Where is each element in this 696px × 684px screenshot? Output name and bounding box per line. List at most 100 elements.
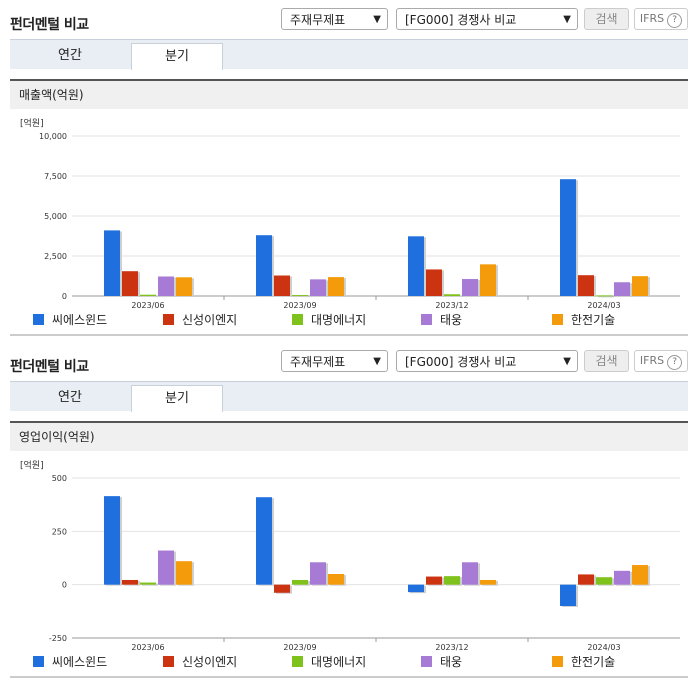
bar[interactable] (614, 282, 630, 296)
legend-label: 대명에너지 (311, 655, 367, 669)
search-button[interactable]: 검색 (584, 8, 629, 30)
bar[interactable] (426, 576, 442, 585)
bar[interactable] (426, 269, 442, 296)
y-tick-label: -250 (49, 634, 67, 643)
bar[interactable] (122, 579, 138, 585)
statement-select[interactable]: 주재무제표 ▼ (281, 8, 388, 30)
bar[interactable] (480, 579, 496, 585)
legend-swatch (33, 656, 44, 667)
compare-select[interactable]: [FG000] 경쟁사 비교 ▼ (396, 350, 578, 372)
bar[interactable] (310, 562, 326, 585)
x-tick-label: 2023/12 (435, 301, 468, 310)
bar[interactable] (274, 584, 290, 593)
chevron-down-icon: ▼ (563, 14, 571, 25)
bar[interactable] (176, 277, 192, 296)
unit-label: [억원] (20, 117, 44, 129)
bar[interactable] (596, 295, 612, 297)
ifrs-button[interactable]: IFRS? (634, 350, 688, 372)
bar[interactable] (292, 579, 308, 585)
x-tick-label: 2023/06 (131, 301, 164, 310)
legend-swatch (552, 656, 563, 667)
bar[interactable] (578, 275, 594, 296)
bar[interactable] (560, 584, 576, 606)
bar[interactable] (560, 179, 576, 296)
legend-swatch (421, 314, 432, 325)
legend-item[interactable]: 대명에너지 (292, 312, 366, 328)
compare-select[interactable]: [FG000] 경쟁사 비교 ▼ (396, 8, 578, 30)
bar-shadow (446, 295, 462, 297)
revenue-chart: [억원] 0 2,500 5,000 7,500 10,000 2023/06 2023/09… (20, 117, 680, 310)
tab-annual[interactable]: 연간 (58, 390, 82, 405)
legend-item[interactable]: 태웅 (421, 312, 462, 328)
help-icon[interactable]: ? (667, 13, 683, 28)
bar[interactable] (408, 584, 424, 593)
bar[interactable] (122, 271, 138, 296)
legend-swatch (292, 314, 303, 325)
search-button[interactable]: 검색 (584, 350, 629, 372)
legend-item[interactable]: 대명에너지 (292, 654, 366, 670)
legend-item[interactable]: 한전기술 (552, 312, 615, 328)
legend-item[interactable]: 신성이엔지 (163, 654, 237, 670)
bar[interactable] (140, 582, 156, 585)
legend-item[interactable]: 씨에스윈드 (33, 312, 107, 328)
bar-shadow (598, 296, 614, 298)
bar[interactable] (328, 574, 344, 585)
bar[interactable] (140, 294, 156, 296)
x-tick-label: 2023/06 (131, 643, 164, 652)
tab-bar: 연간 분기 (10, 381, 688, 412)
tab-quarterly[interactable]: 분기 (131, 43, 223, 70)
bar[interactable] (596, 577, 612, 585)
bar[interactable] (104, 230, 120, 296)
panel-revenue: 펀더멘털 비교 주재무제표 ▼ [FG000] 경쟁사 비교 ▼ 검색 IFRS… (10, 8, 688, 336)
chart-subtitle: 매출액(억원) (10, 79, 688, 109)
legend-swatch (552, 314, 563, 325)
bar[interactable] (632, 276, 648, 296)
tab-annual[interactable]: 연간 (58, 48, 82, 63)
bar[interactable] (292, 295, 308, 297)
bar[interactable] (462, 279, 478, 296)
bar[interactable] (158, 550, 174, 585)
legend-item[interactable]: 씨에스윈드 (33, 654, 107, 670)
legend-swatch (163, 656, 174, 667)
legend-swatch (163, 314, 174, 325)
x-tick-label: 2023/12 (435, 643, 468, 652)
help-icon[interactable]: ? (667, 355, 683, 370)
statement-select[interactable]: 주재무제표 ▼ (281, 350, 388, 372)
operating-profit-chart: [억원] -250 0 250 500 2023/06 2023/09 2023/12 2024… (20, 459, 680, 652)
bar[interactable] (256, 497, 272, 585)
legend-item[interactable]: 한전기술 (552, 654, 615, 670)
y-tick-label: 7,500 (44, 172, 67, 181)
tab-quarterly[interactable]: 분기 (131, 385, 223, 412)
bar-shadow (142, 295, 158, 297)
legend: 씨에스윈드 신성이엔지 대명에너지 태웅 한전기술 (0, 654, 696, 670)
legend-label: 씨에스윈드 (52, 313, 108, 327)
legend-label: 씨에스윈드 (52, 655, 108, 669)
ifrs-label: IFRS (639, 12, 665, 25)
bar[interactable] (328, 277, 344, 296)
divider (10, 676, 688, 678)
ifrs-button[interactable]: IFRS? (634, 8, 688, 30)
bar[interactable] (462, 562, 478, 585)
legend-label: 대명에너지 (311, 313, 367, 327)
chart-subtitle: 영업이익(억원) (10, 421, 688, 451)
bar[interactable] (444, 294, 460, 296)
bar[interactable] (274, 275, 290, 296)
chevron-down-icon: ▼ (563, 356, 571, 367)
bar[interactable] (614, 570, 630, 585)
bar-shadow (294, 296, 310, 298)
bar[interactable] (480, 264, 496, 296)
legend-item[interactable]: 태웅 (421, 654, 462, 670)
unit-label: [억원] (20, 459, 44, 471)
legend-item[interactable]: 신성이엔지 (163, 312, 237, 328)
bar[interactable] (256, 235, 272, 296)
bar[interactable] (158, 276, 174, 296)
bar[interactable] (632, 565, 648, 585)
bar[interactable] (444, 576, 460, 585)
bar[interactable] (104, 496, 120, 585)
bar[interactable] (176, 561, 192, 585)
bar[interactable] (310, 279, 326, 296)
y-tick-label: 0 (62, 292, 67, 301)
bar[interactable] (578, 574, 594, 585)
compare-select-value: [FG000] 경쟁사 비교 (405, 13, 517, 27)
bar[interactable] (408, 236, 424, 296)
